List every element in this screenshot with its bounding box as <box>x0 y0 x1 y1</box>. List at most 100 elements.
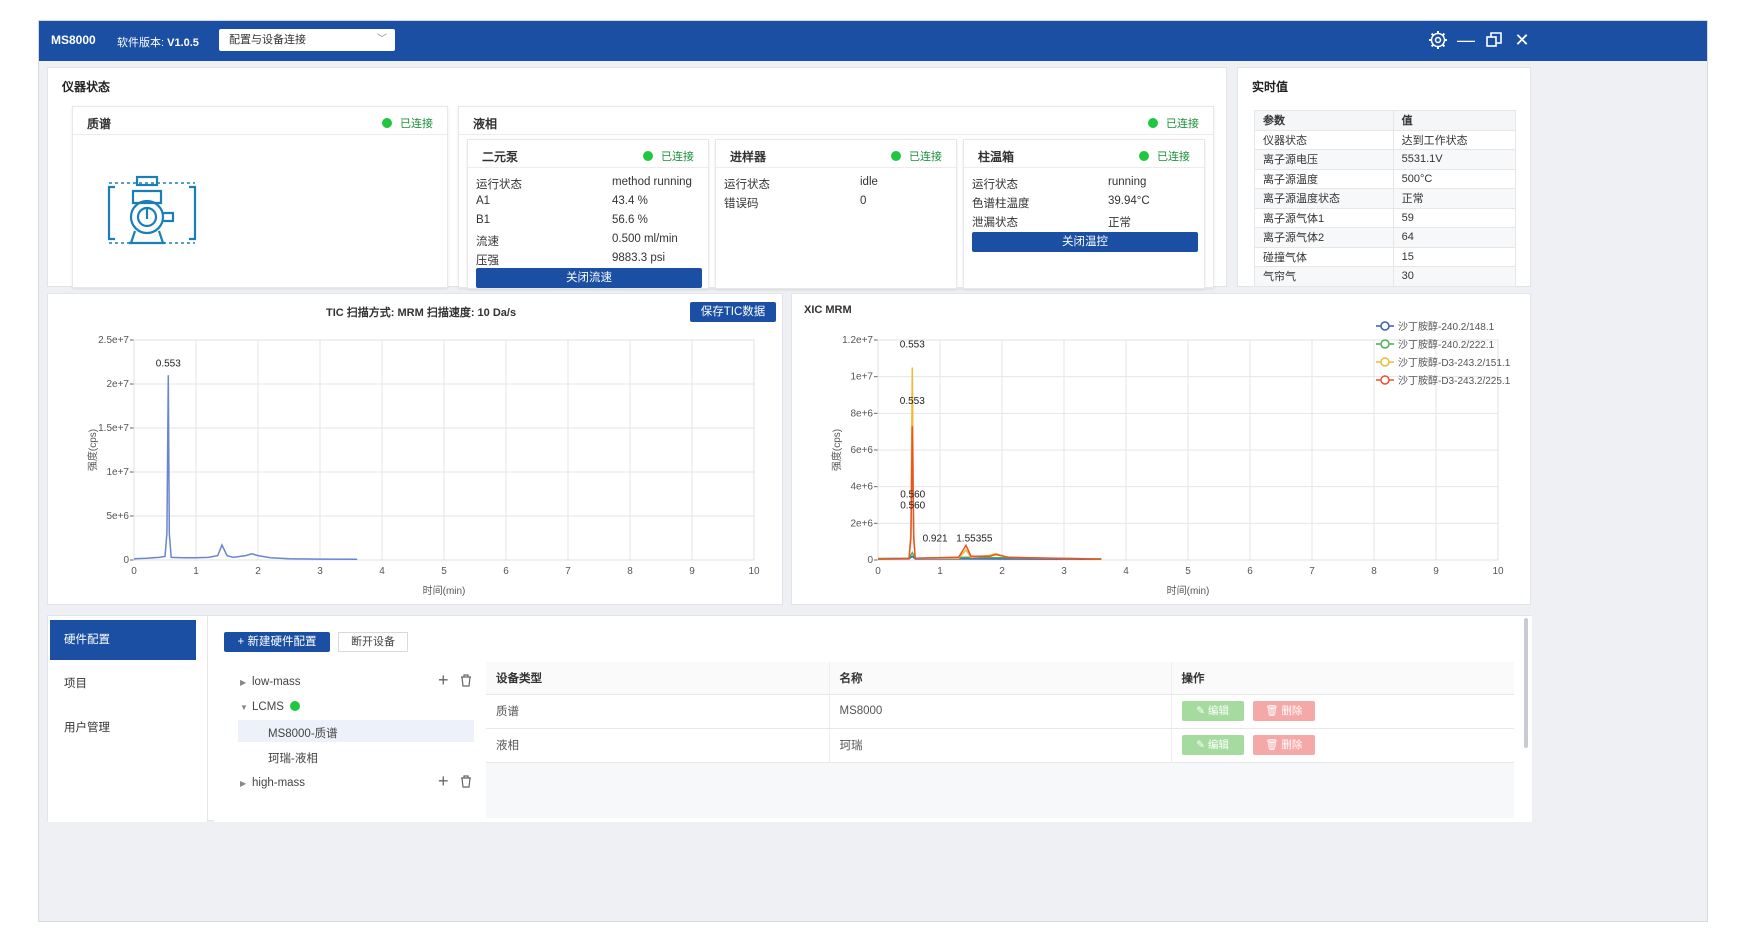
kv-value: idle <box>860 176 878 188</box>
peak-label: 1.55355 <box>956 534 993 545</box>
panel-title: 仪器状态 <box>62 80 111 94</box>
close-icon[interactable]: ✕ <box>1514 30 1530 50</box>
y-tick-label: 1.5e+7 <box>98 423 129 434</box>
device-type: 液相 <box>486 728 829 763</box>
disconnect-button[interactable]: 断开设备 <box>338 632 408 652</box>
peak-label: 0.560 <box>900 490 925 501</box>
y-axis-label: 强度(cps) <box>86 429 99 471</box>
tree-selection-highlight <box>238 720 474 742</box>
kv-value: 56.6 % <box>612 214 648 226</box>
table-row: 离子源温度 500°C <box>1254 168 1517 189</box>
sidebar-item-hardware[interactable]: 硬件配置 <box>50 620 196 660</box>
config-sidebar: 硬件配置 项目 用户管理 <box>48 616 208 822</box>
caret-down-icon: ▼ <box>240 703 248 712</box>
connection-select-value: 配置与设备连接 <box>229 34 306 46</box>
kv-key: 错误码 <box>724 198 759 210</box>
edit-button[interactable]: ✎ 编辑 <box>1181 735 1244 755</box>
legend-marker <box>1380 357 1390 367</box>
tree-node-low-mass[interactable]: ▶ low-mass <box>240 676 301 688</box>
scrollbar[interactable] <box>1524 618 1528 748</box>
y-tick-label: 1e+7 <box>106 467 129 478</box>
add-icon[interactable]: + <box>438 670 449 690</box>
x-axis-label: 时间(min) <box>423 584 466 597</box>
connected-dot-icon <box>1148 118 1158 128</box>
table-row: 液相 珂瑞 ✎ 编辑 🗑 删除 <box>486 728 1514 763</box>
connected-dot-icon <box>382 118 392 128</box>
x-tick-label: 1 <box>193 566 199 577</box>
y-tick-label: 1.2e+7 <box>842 335 873 346</box>
edit-button[interactable]: ✎ 编辑 <box>1181 701 1244 721</box>
table-header: 操作 <box>1170 662 1514 695</box>
restore-icon[interactable] <box>1481 27 1507 53</box>
tic-chart: 0 1 2 3 4 5 6 7 8 9 10 0 5e+6 1e+7 1.5e+7 2e+7 2.5e+7 时间(… <box>86 335 760 597</box>
table-row: 仪器状态 达到工作状态 <box>1254 129 1517 150</box>
connected-dot-icon <box>643 151 653 161</box>
connection-select[interactable]: 配置与设备连接 ﹀ <box>219 29 395 51</box>
tree-node-high-mass[interactable]: ▶ high-mass <box>240 777 306 789</box>
instrument-status-panel: 仪器状态 质谱 已连接 <box>47 67 1227 289</box>
title-bar: MS8000 软件版本: V1.0.5 配置与设备连接 ﹀ — ✕ <box>39 21 1707 61</box>
legend-marker <box>1380 375 1390 385</box>
close-temp-control-button[interactable]: 关闭温控 <box>972 232 1198 252</box>
table-header: 名称 <box>828 662 1171 695</box>
version-value: V1.0.5 <box>167 37 199 49</box>
save-tic-button[interactable]: 保存TIC数据 <box>690 302 776 322</box>
kv-value: 正常 <box>1108 217 1131 229</box>
close-flow-button[interactable]: 关闭流速 <box>476 268 702 288</box>
row-actions: ✎ 编辑 🗑 删除 <box>1170 728 1514 763</box>
x-tick-label: 6 <box>1247 566 1253 577</box>
app-name: MS8000 <box>51 33 96 47</box>
device-name: MS8000 <box>828 694 1171 729</box>
panel-title: 实时值 <box>1252 80 1289 94</box>
kv-key: B1 <box>476 214 491 226</box>
sidebar-item-users[interactable]: 用户管理 <box>64 722 110 734</box>
kv-value: method running <box>612 176 692 188</box>
table-row: 质谱 MS8000 ✎ 编辑 🗑 删除 <box>486 694 1514 729</box>
add-icon[interactable]: + <box>438 771 449 791</box>
minimize-icon[interactable]: — <box>1457 30 1475 50</box>
x-tick-label: 2 <box>999 566 1005 577</box>
legend-label: 沙丁胺醇-240.2/222.1 <box>1398 338 1495 351</box>
y-tick-label: 8e+6 <box>850 408 873 419</box>
y-tick-label: 5e+6 <box>106 511 129 522</box>
version-info: 软件版本: V1.0.5 <box>117 34 199 50</box>
x-tick-label: 7 <box>565 566 571 577</box>
sampler-card-title: 进样器 <box>730 150 767 164</box>
kv-value: 0 <box>860 195 867 207</box>
x-tick-label: 9 <box>689 566 695 577</box>
tree-node-kerui[interactable]: 珂瑞-液相 <box>268 753 318 765</box>
tree-node-ms8000[interactable]: MS8000-质谱 <box>268 728 338 740</box>
connected-dot-icon <box>289 701 300 711</box>
tree-node-lcms[interactable]: ▼ LCMS <box>240 701 300 713</box>
gear-icon[interactable] <box>1425 27 1451 53</box>
kv-value: 9883.3 psi <box>612 252 666 264</box>
new-hardware-config-button[interactable]: + 新建硬件配置 <box>224 632 330 652</box>
x-tick-label: 7 <box>1309 566 1315 577</box>
y-tick-label: 0 <box>123 555 129 566</box>
kv-value: running <box>1108 176 1147 188</box>
x-tick-label: 1 <box>937 566 943 577</box>
sidebar-item-project[interactable]: 项目 <box>64 678 87 690</box>
x-tick-label: 5 <box>1185 566 1191 577</box>
kv-key: A1 <box>476 195 491 207</box>
delete-button[interactable]: 🗑 删除 <box>1252 735 1315 755</box>
kv-key: 运行状态 <box>476 179 522 191</box>
realtime-table: 参数 值 仪器状态 达到工作状态 离子源电压 5531.1V 离子源温度 500°C … <box>1254 110 1517 287</box>
legend-label: 沙丁胺醇-D3-243.2/225.1 <box>1398 374 1511 387</box>
device-type: 质谱 <box>486 694 829 729</box>
peak-label: 0.553 <box>900 339 925 350</box>
trash-icon[interactable] <box>460 674 472 690</box>
peak-label: 0.553 <box>156 358 181 369</box>
y-axis-label: 强度(cps) <box>830 429 843 471</box>
y-tick-label: 6e+6 <box>850 445 873 456</box>
status-badge: 已连接 <box>1139 148 1190 164</box>
kv-key: 泄漏状态 <box>972 217 1018 229</box>
device-table-area: 设备类型 名称 操作 质谱 MS8000 ✎ 编辑 🗑 删除 <box>486 662 1514 818</box>
legend-label: 沙丁胺醇-D3-243.2/151.1 <box>1398 356 1511 369</box>
legend-label: 沙丁胺醇-240.2/148.1 <box>1398 320 1495 333</box>
delete-button[interactable]: 🗑 删除 <box>1252 701 1315 721</box>
kv-key: 运行状态 <box>724 179 770 191</box>
table-row: 离子源温度状态 正常 <box>1254 188 1517 209</box>
lc-card: 液相 已连接 二元泵 已连接 运行状态 method running A1 43… <box>458 106 1214 289</box>
trash-icon[interactable] <box>460 775 472 791</box>
